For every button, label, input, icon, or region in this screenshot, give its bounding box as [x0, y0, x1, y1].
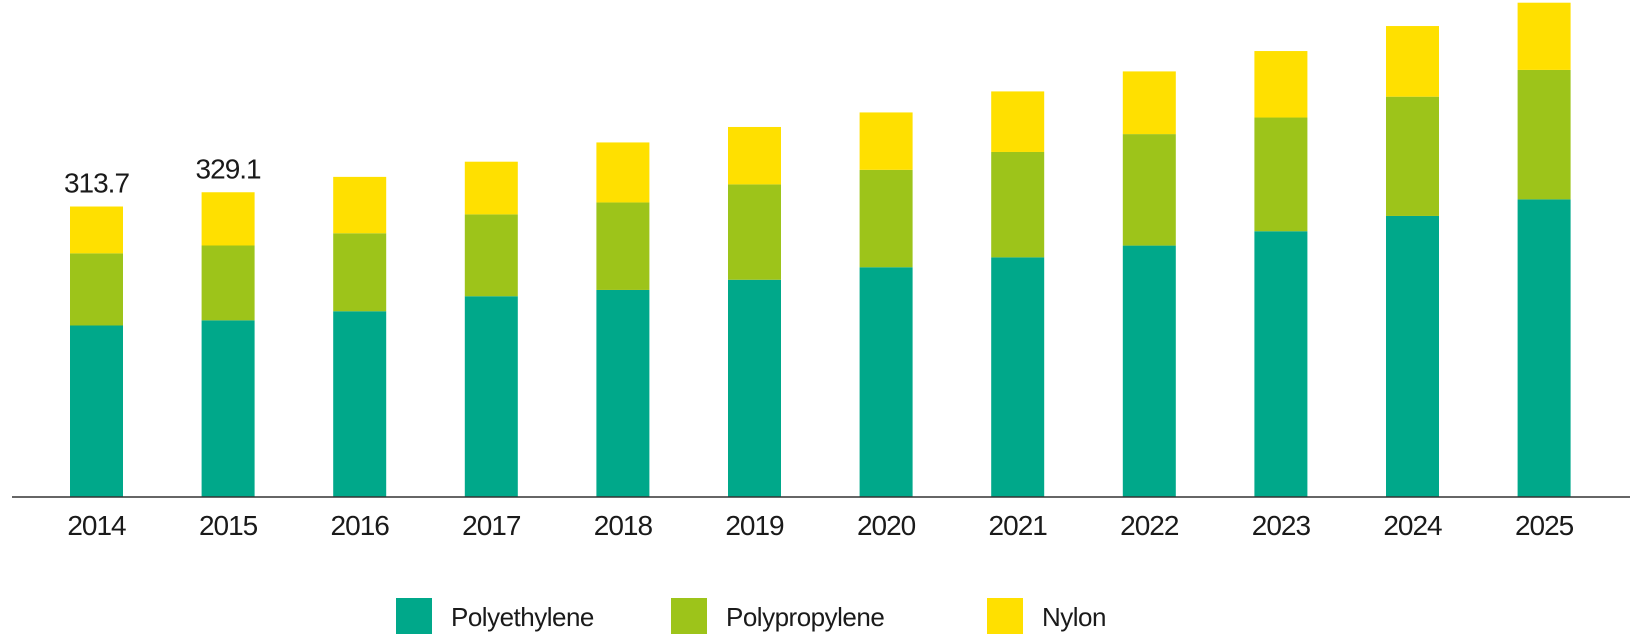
- x-tick-label-2018: 2018: [594, 510, 653, 541]
- bar-segment-nylon-2018: [596, 142, 650, 203]
- x-tick-label-2020: 2020: [857, 510, 916, 541]
- bar-segment-polyethylene-2016: [333, 311, 387, 497]
- bar-segment-nylon-2024: [1386, 26, 1439, 97]
- bar-segment-polypropylene-2019: [728, 184, 781, 280]
- bar-segment-nylon-2025: [1517, 2, 1571, 70]
- x-tick-label-2024: 2024: [1383, 510, 1442, 541]
- legend-label-polypropylene: Polypropylene: [726, 602, 884, 632]
- x-tick-label-2019: 2019: [725, 510, 784, 541]
- bar-segment-nylon-2015: [201, 192, 255, 246]
- bar-segment-polyethylene-2019: [728, 279, 781, 497]
- x-tick-label-2017: 2017: [462, 510, 521, 541]
- bar-segment-polypropylene-2025: [1517, 69, 1571, 200]
- bar-segment-polyethylene-2015: [201, 320, 255, 497]
- bar-segment-polypropylene-2022: [1122, 134, 1176, 246]
- bar-segment-polypropylene-2017: [464, 214, 518, 297]
- bar-segment-nylon-2016: [333, 176, 387, 234]
- bar-segment-nylon-2019: [728, 126, 781, 185]
- bar-segment-polypropylene-2015: [201, 245, 255, 321]
- x-axis-ticks: 2014 2015 2016 2017 2018 2019 2020 2021 2022 2023…: [67, 510, 1574, 541]
- bar-segment-nylon-2023: [1254, 51, 1308, 118]
- x-tick-label-2015: 2015: [199, 510, 258, 541]
- legend-label-polyethylene: Polyethylene: [451, 602, 594, 632]
- legend: Polyethylene Polypropylene Nylon: [396, 598, 1106, 634]
- bar-segment-polyethylene-2017: [464, 296, 518, 497]
- bar-segment-polypropylene-2021: [991, 151, 1045, 258]
- bar-segment-nylon-2014: [70, 206, 123, 254]
- bar-segment-polyethylene-2020: [859, 267, 913, 497]
- bar-segment-polyethylene-2018: [596, 289, 650, 497]
- bar-segment-polypropylene-2018: [596, 202, 650, 290]
- bar-segment-polyethylene-2024: [1386, 215, 1439, 498]
- bar-segment-polyethylene-2023: [1254, 231, 1308, 497]
- bar-segment-nylon-2020: [859, 112, 913, 170]
- bar-segment-polyethylene-2021: [991, 257, 1045, 497]
- x-tick-label-2022: 2022: [1120, 510, 1179, 541]
- bar-segment-nylon-2017: [464, 161, 518, 215]
- bar-segment-polypropylene-2023: [1254, 117, 1308, 232]
- bar-segment-nylon-2022: [1122, 71, 1176, 135]
- data-label-2014: 313.7: [64, 168, 129, 199]
- x-tick-label-2025: 2025: [1515, 510, 1574, 541]
- data-label-2015: 329.1: [196, 153, 261, 184]
- bar-segment-polyethylene-2025: [1517, 199, 1571, 497]
- legend-swatch-polyethylene: [396, 598, 432, 634]
- bar-segment-nylon-2021: [991, 91, 1045, 152]
- x-tick-label-2021: 2021: [989, 510, 1048, 541]
- x-tick-label-2023: 2023: [1252, 510, 1311, 541]
- bar-segment-polypropylene-2016: [333, 233, 387, 312]
- legend-swatch-polypropylene: [671, 598, 707, 634]
- bar-segment-polyethylene-2014: [70, 325, 123, 497]
- legend-label-nylon: Nylon: [1042, 602, 1106, 632]
- bar-segment-polypropylene-2014: [70, 253, 123, 326]
- bar-segment-polypropylene-2020: [859, 169, 913, 268]
- x-tick-label-2016: 2016: [331, 510, 390, 541]
- x-tick-label-2014: 2014: [67, 510, 126, 541]
- bar-segment-polyethylene-2022: [1122, 245, 1176, 497]
- bars-layer: [70, 2, 1571, 498]
- bar-segment-polypropylene-2024: [1386, 96, 1439, 216]
- legend-swatch-nylon: [987, 598, 1023, 634]
- data-labels-layer: 313.7 329.1: [64, 153, 262, 199]
